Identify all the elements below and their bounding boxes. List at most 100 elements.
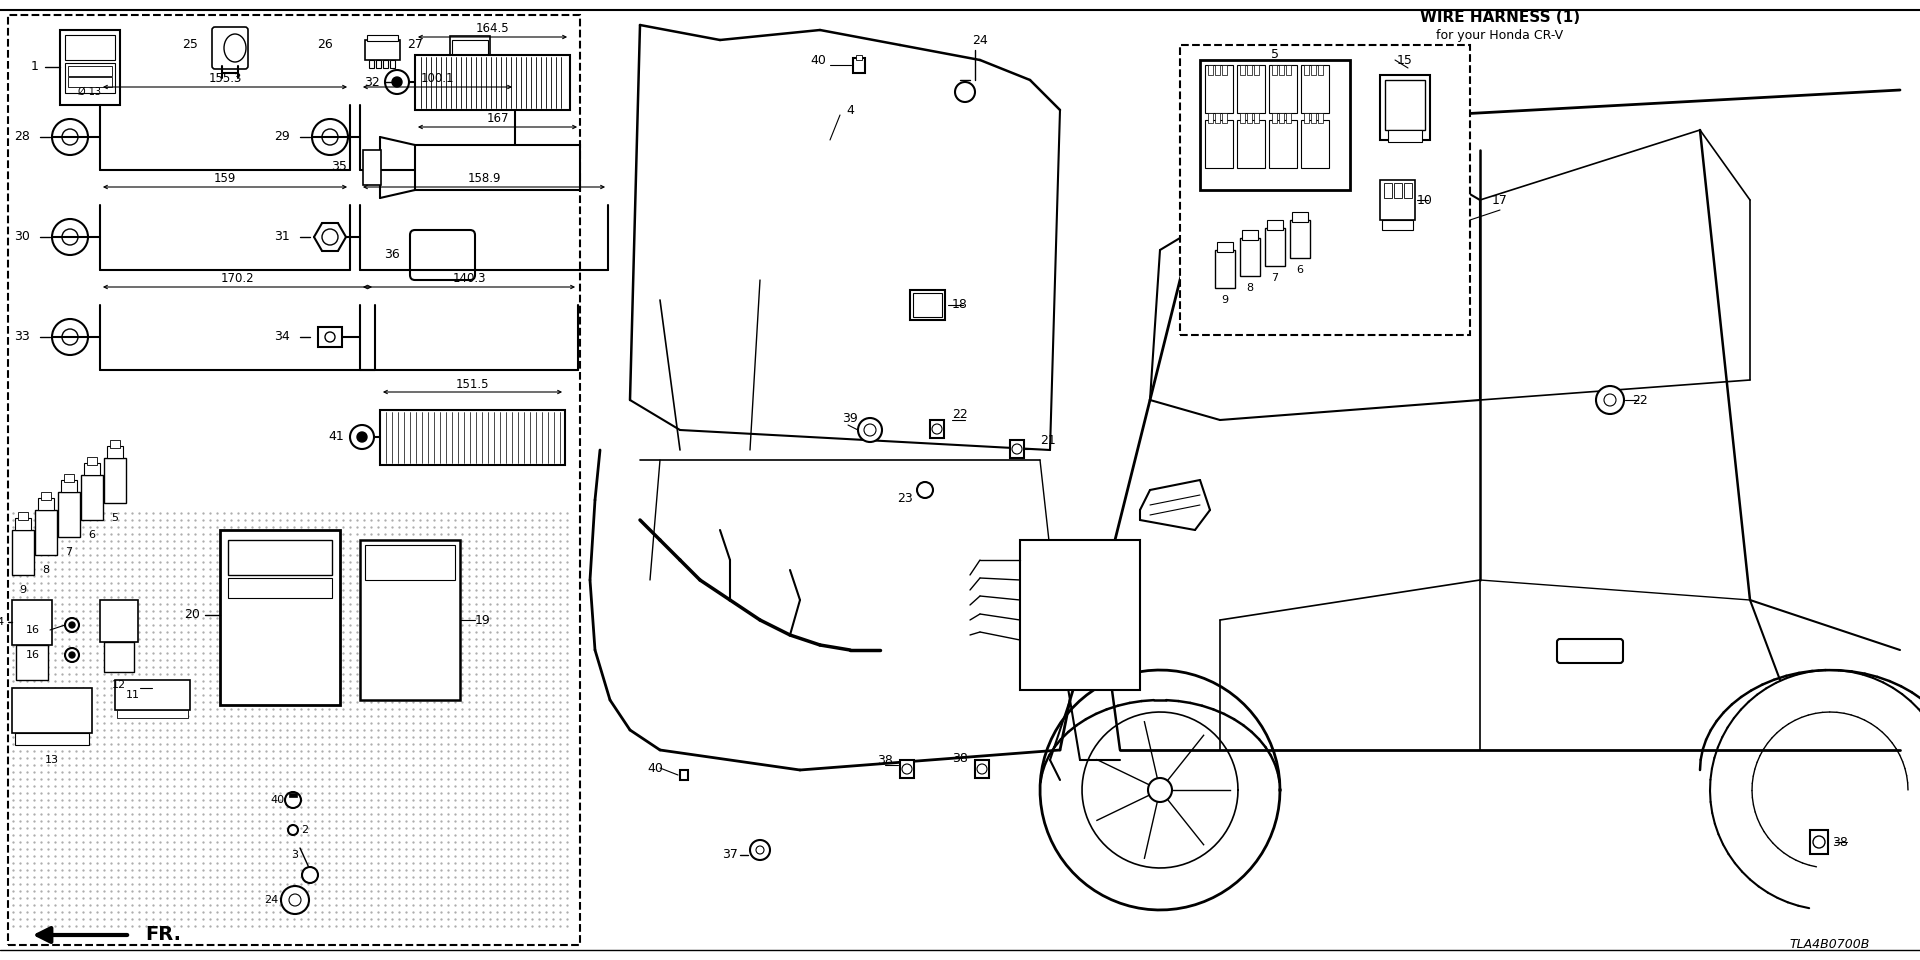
Circle shape [52, 119, 88, 155]
Bar [1208, 113, 1213, 123]
Text: 140.3: 140.3 [453, 273, 486, 285]
Text: 20: 20 [184, 609, 200, 621]
Text: 13: 13 [44, 755, 60, 765]
Bar [856, 55, 862, 60]
Bar [367, 35, 397, 41]
Text: 8: 8 [1246, 283, 1254, 293]
Bar [365, 545, 455, 580]
Bar [1302, 120, 1329, 168]
Text: 34: 34 [275, 330, 290, 344]
Bar [1236, 120, 1265, 168]
Bar [1404, 183, 1411, 198]
Bar [100, 600, 138, 642]
Bar [1304, 65, 1309, 75]
Text: 151.5: 151.5 [455, 377, 490, 391]
Bar [63, 474, 75, 482]
Text: 31: 31 [275, 230, 290, 244]
Text: 38: 38 [877, 754, 893, 766]
Text: 39: 39 [843, 412, 858, 424]
Bar [1200, 60, 1350, 190]
Circle shape [392, 77, 401, 87]
Text: 7: 7 [1271, 273, 1279, 283]
Bar [38, 498, 54, 510]
Text: Ø 13: Ø 13 [79, 87, 102, 97]
Bar [58, 492, 81, 537]
Circle shape [751, 840, 770, 860]
Bar [380, 410, 564, 465]
Bar [65, 63, 115, 93]
Bar [15, 645, 48, 680]
Text: 10: 10 [1417, 194, 1432, 206]
Bar [680, 770, 687, 780]
Text: 2: 2 [301, 825, 309, 835]
Circle shape [61, 129, 79, 145]
Text: 27: 27 [407, 38, 422, 52]
Text: 5: 5 [1271, 49, 1279, 61]
Text: 32: 32 [365, 76, 380, 88]
Bar [1206, 120, 1233, 168]
Bar [1215, 113, 1219, 123]
Circle shape [323, 229, 338, 245]
Text: 24: 24 [263, 895, 278, 905]
Bar [1388, 130, 1423, 142]
Bar [35, 510, 58, 555]
Text: 6: 6 [1296, 265, 1304, 275]
Circle shape [61, 329, 79, 345]
Circle shape [1012, 444, 1021, 454]
Bar [900, 760, 914, 778]
Text: 159: 159 [213, 173, 236, 185]
Circle shape [52, 319, 88, 355]
Bar [1811, 830, 1828, 854]
Text: 170.2: 170.2 [221, 273, 253, 285]
Bar [117, 710, 188, 718]
Circle shape [931, 424, 943, 434]
Bar [365, 40, 399, 60]
Text: FR.: FR. [146, 925, 180, 945]
Bar [1206, 65, 1233, 113]
Bar [108, 446, 123, 458]
Text: 40: 40 [271, 795, 284, 805]
Text: 38: 38 [1832, 835, 1847, 849]
Circle shape [1812, 836, 1826, 848]
Text: 7: 7 [65, 547, 73, 557]
Bar [382, 60, 388, 68]
Text: 9: 9 [1221, 295, 1229, 305]
Text: 28: 28 [13, 131, 31, 143]
Bar [1240, 238, 1260, 276]
Text: 1: 1 [31, 60, 38, 74]
Bar [1236, 65, 1265, 113]
Text: 24: 24 [972, 34, 989, 46]
Text: 25: 25 [182, 38, 198, 52]
Bar [1384, 80, 1425, 130]
Bar [86, 457, 98, 465]
Text: 18: 18 [952, 299, 968, 311]
Bar [1267, 220, 1283, 230]
Bar [1020, 540, 1140, 690]
Text: 155.3: 155.3 [207, 73, 242, 85]
Bar [369, 60, 374, 68]
Bar [852, 58, 866, 73]
Bar [1269, 120, 1298, 168]
Text: 21: 21 [1041, 434, 1056, 446]
Bar [1254, 65, 1260, 75]
Bar [1221, 113, 1227, 123]
Bar [65, 35, 115, 60]
Bar [1311, 65, 1315, 75]
Bar [363, 150, 380, 185]
Text: 17: 17 [1492, 194, 1507, 206]
Bar [1246, 65, 1252, 75]
Circle shape [324, 332, 334, 342]
Text: 8: 8 [42, 565, 50, 575]
Circle shape [902, 764, 912, 774]
Circle shape [52, 219, 88, 255]
Bar [61, 480, 77, 492]
Bar [1265, 228, 1284, 266]
Text: 38: 38 [952, 752, 968, 764]
Bar [1317, 65, 1323, 75]
Bar [1215, 250, 1235, 288]
Bar [109, 440, 119, 448]
Text: 11: 11 [127, 690, 140, 700]
Bar [1290, 220, 1309, 258]
Bar [67, 66, 111, 76]
Bar [1292, 212, 1308, 222]
